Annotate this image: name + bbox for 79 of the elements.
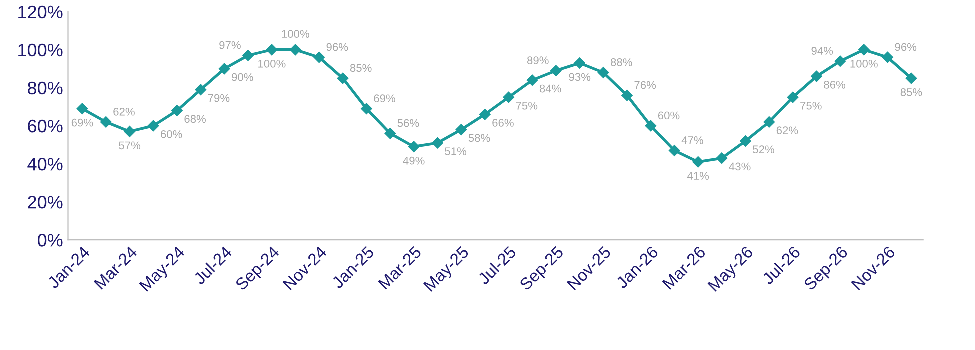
data-label: 57% [119,142,141,150]
data-label: 97% [220,41,241,50]
point [479,108,492,120]
point [668,144,681,157]
point [290,44,302,56]
data-label: 96% [895,43,917,52]
data-label: 85% [350,64,372,72]
data-label: 60% [658,112,680,120]
data-label: 93% [569,73,591,82]
data-label: 100% [258,60,286,68]
y-tick-label: 40% [28,158,63,171]
data-label: 43% [729,162,751,171]
point [858,44,870,56]
data-label: 56% [398,119,420,128]
data-label: 90% [232,73,254,82]
data-label: 100% [282,30,310,38]
data-label: 89% [527,56,549,64]
y-tick-label: 0% [38,234,63,247]
data-label: 94% [812,47,834,55]
data-label: 51% [445,148,467,156]
point [740,135,752,148]
point [645,120,657,132]
point [360,102,373,115]
data-label: 49% [403,156,425,165]
y-tick-label: 120% [18,6,63,19]
point [384,128,396,140]
data-label: 79% [208,94,230,102]
point [787,92,799,104]
point [763,116,776,128]
point [242,50,254,62]
y-tick-label: 80% [28,82,63,95]
data-label: 62% [114,108,135,116]
data-label: 75% [800,102,822,110]
data-label: 84% [540,84,562,93]
point [550,64,562,77]
data-label: 69% [374,94,396,103]
point [195,84,207,96]
data-label: 75% [516,102,538,110]
data-label: 96% [326,43,348,52]
point [834,55,846,68]
data-label: 76% [634,81,656,90]
point [574,57,586,70]
data-label: 58% [468,134,490,142]
point [218,63,230,75]
data-label: 86% [824,81,846,89]
point [716,152,728,164]
data-label: 85% [900,88,922,96]
point [266,44,278,56]
y-tick-label: 60% [28,120,63,133]
point [906,72,918,84]
data-label: 47% [682,136,704,144]
y-tick-label: 100% [18,44,63,57]
point [432,137,444,150]
point [337,72,349,84]
point [76,102,88,115]
data-label: 41% [687,172,710,180]
point [598,66,610,79]
point [100,116,112,128]
point [408,141,420,153]
data-label: 68% [184,115,206,124]
y-tick-label: 20% [28,196,63,209]
point [456,124,468,136]
point [882,52,894,64]
data-label: 69% [72,118,94,127]
point [502,92,515,104]
point [171,104,184,117]
point [124,126,136,138]
data-label: 52% [753,146,774,154]
data-label: 66% [492,119,514,127]
point [692,156,704,168]
data-label: 62% [776,126,798,135]
point [148,120,160,132]
point [810,70,823,82]
data-label: 88% [610,58,632,66]
point [313,52,326,64]
point [621,90,634,102]
data-label: 60% [161,130,182,138]
data-label: 100% [850,60,878,68]
point [526,74,538,86]
